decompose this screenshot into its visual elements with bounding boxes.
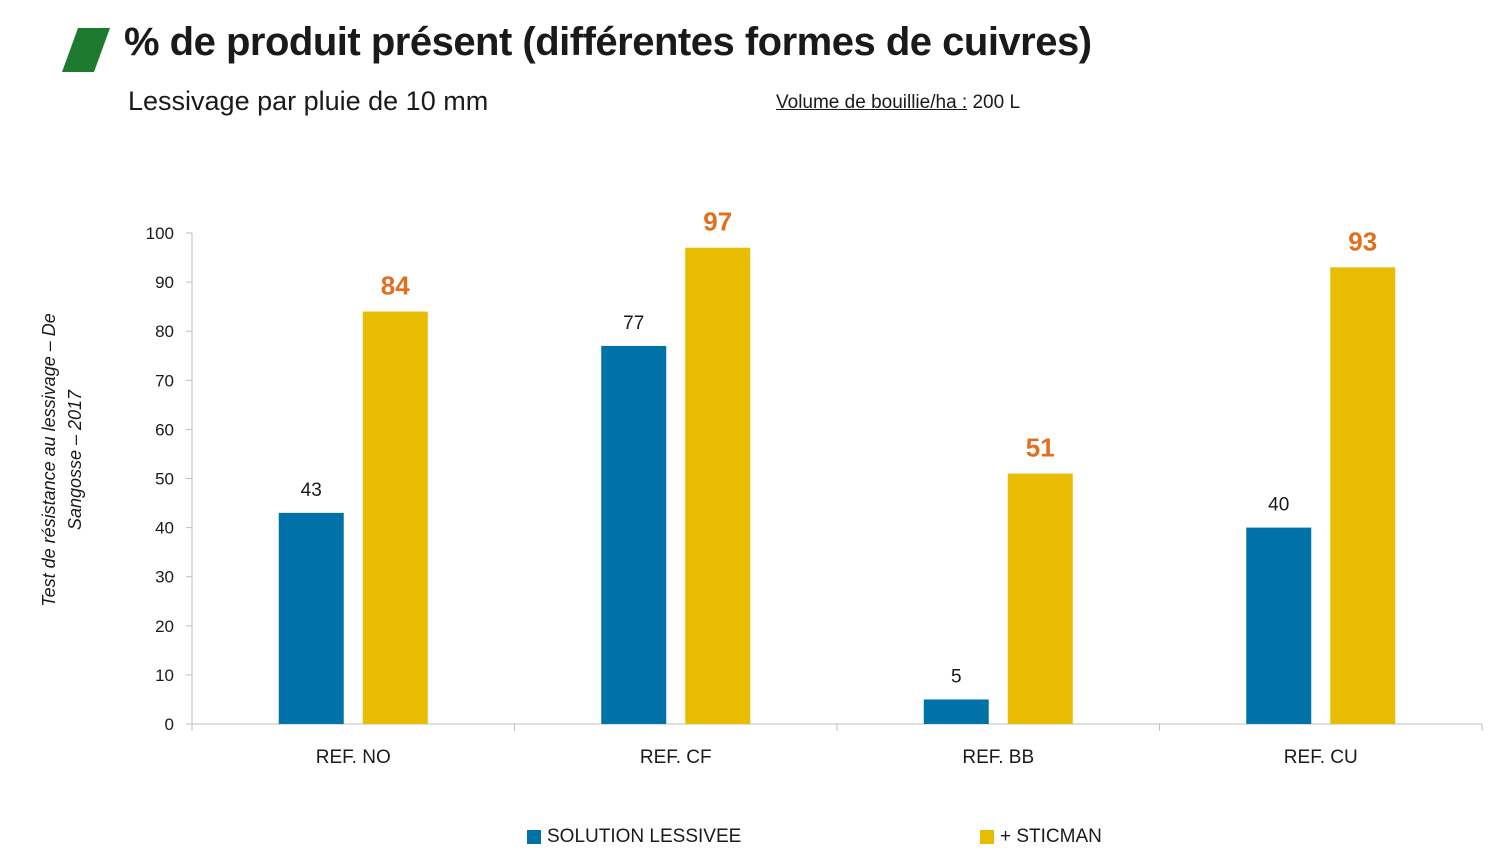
y-tick-label: 20 bbox=[155, 617, 174, 636]
bar-sticman bbox=[1330, 267, 1396, 724]
legend-swatch-series-1 bbox=[527, 830, 541, 844]
volume-label: Volume de bouillie/ha : bbox=[776, 92, 968, 113]
x-tick-label: REF. NO bbox=[316, 747, 391, 768]
y-tick-label: 90 bbox=[155, 273, 174, 292]
y-tick-label: 0 bbox=[165, 715, 174, 734]
data-label: 51 bbox=[1026, 433, 1055, 463]
x-tick-label: REF. CU bbox=[1284, 747, 1358, 768]
x-tick-label: REF. CF bbox=[640, 747, 712, 768]
volume-note: Volume de bouillie/ha : 200 L bbox=[776, 92, 1020, 114]
bar-solution-lessivee bbox=[278, 512, 344, 724]
y-tick-label: 100 bbox=[146, 224, 174, 243]
brand-logo-mark bbox=[62, 28, 110, 72]
y-tick-label: 80 bbox=[155, 322, 174, 341]
legend-item-series-1: SOLUTION LESSIVEE bbox=[527, 826, 741, 848]
page-subtitle: Lessivage par pluie de 10 mm bbox=[128, 86, 489, 116]
data-label: 77 bbox=[623, 313, 644, 334]
bar-solution-lessivee bbox=[1246, 527, 1312, 724]
bar-solution-lessivee bbox=[601, 345, 667, 724]
data-label: 84 bbox=[381, 271, 410, 301]
y-tick-label: 10 bbox=[155, 666, 174, 685]
y-tick-label: 50 bbox=[155, 470, 174, 489]
x-tick-label: REF. BB bbox=[962, 747, 1034, 768]
data-label: 40 bbox=[1268, 495, 1289, 516]
data-label: 5 bbox=[951, 666, 962, 687]
y-tick-label: 30 bbox=[155, 568, 174, 587]
data-label: 93 bbox=[1348, 226, 1377, 256]
page-title: % de produit présent (différentes formes… bbox=[124, 20, 1092, 64]
bar-sticman bbox=[1007, 473, 1073, 724]
legend-item-series-2: + STICMAN bbox=[980, 826, 1102, 848]
y-tick-label: 60 bbox=[155, 420, 174, 439]
bar-solution-lessivee bbox=[923, 699, 989, 724]
volume-value: 200 L bbox=[967, 92, 1021, 113]
legend-label-series-2: + STICMAN bbox=[1000, 826, 1102, 847]
data-label: 43 bbox=[301, 480, 322, 501]
legend-swatch-series-2 bbox=[980, 830, 994, 844]
y-tick-label: 70 bbox=[155, 371, 174, 390]
y-tick-label: 40 bbox=[155, 519, 174, 538]
legend-label-series-1: SOLUTION LESSIVEE bbox=[547, 826, 742, 847]
data-label: 97 bbox=[703, 207, 732, 237]
bar-sticman bbox=[685, 247, 751, 725]
bar-sticman bbox=[362, 311, 428, 724]
